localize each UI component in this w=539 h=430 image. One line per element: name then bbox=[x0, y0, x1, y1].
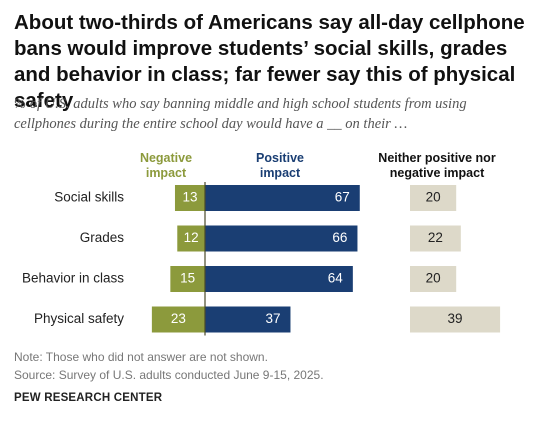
category-label: Physical safety bbox=[34, 311, 124, 326]
negative-bar bbox=[177, 225, 205, 252]
category-label: Social skills bbox=[54, 190, 124, 205]
neither-bar bbox=[410, 225, 461, 252]
category-label: Behavior in class bbox=[22, 271, 124, 286]
positive-bar bbox=[205, 266, 353, 292]
chart-note: Note: Those who did not answer are not s… bbox=[14, 350, 268, 364]
neither-bar bbox=[410, 266, 457, 292]
neither-bar bbox=[410, 185, 457, 211]
negative-value-label: 13 bbox=[182, 190, 197, 205]
negative-bar bbox=[174, 185, 205, 211]
legend-neither: Neither positive nor negative impact bbox=[378, 151, 496, 180]
neither-value-label: 39 bbox=[448, 311, 463, 326]
neither-value-label: 22 bbox=[428, 230, 443, 245]
positive-bar bbox=[205, 185, 360, 211]
legend-negative: Negative impact bbox=[139, 151, 193, 180]
negative-bar bbox=[151, 306, 205, 333]
positive-value-label: 66 bbox=[332, 230, 347, 245]
negative-bar bbox=[170, 266, 205, 292]
chart-title: About two-thirds of Americans say all-da… bbox=[14, 11, 525, 112]
neither-bar bbox=[410, 306, 501, 333]
negative-value-label: 23 bbox=[171, 311, 186, 326]
positive-value-label: 67 bbox=[335, 190, 350, 205]
negative-value-label: 12 bbox=[184, 230, 199, 245]
positive-value-label: 37 bbox=[265, 311, 280, 326]
positive-value-label: 64 bbox=[328, 271, 344, 286]
positive-bar bbox=[205, 306, 291, 333]
chart-subtitle: % of U.S. adults who say banning middle … bbox=[14, 96, 467, 132]
negative-value-label: 15 bbox=[180, 271, 195, 286]
brand-logo-text: PEW RESEARCH CENTER bbox=[14, 392, 163, 404]
legend-positive: Positive impact bbox=[256, 151, 304, 180]
category-label: Grades bbox=[80, 230, 125, 245]
neither-value-label: 20 bbox=[426, 190, 441, 205]
chart-source: Source: Survey of U.S. adults conducted … bbox=[14, 368, 324, 382]
neither-value-label: 20 bbox=[426, 271, 441, 286]
positive-bar bbox=[205, 225, 358, 252]
